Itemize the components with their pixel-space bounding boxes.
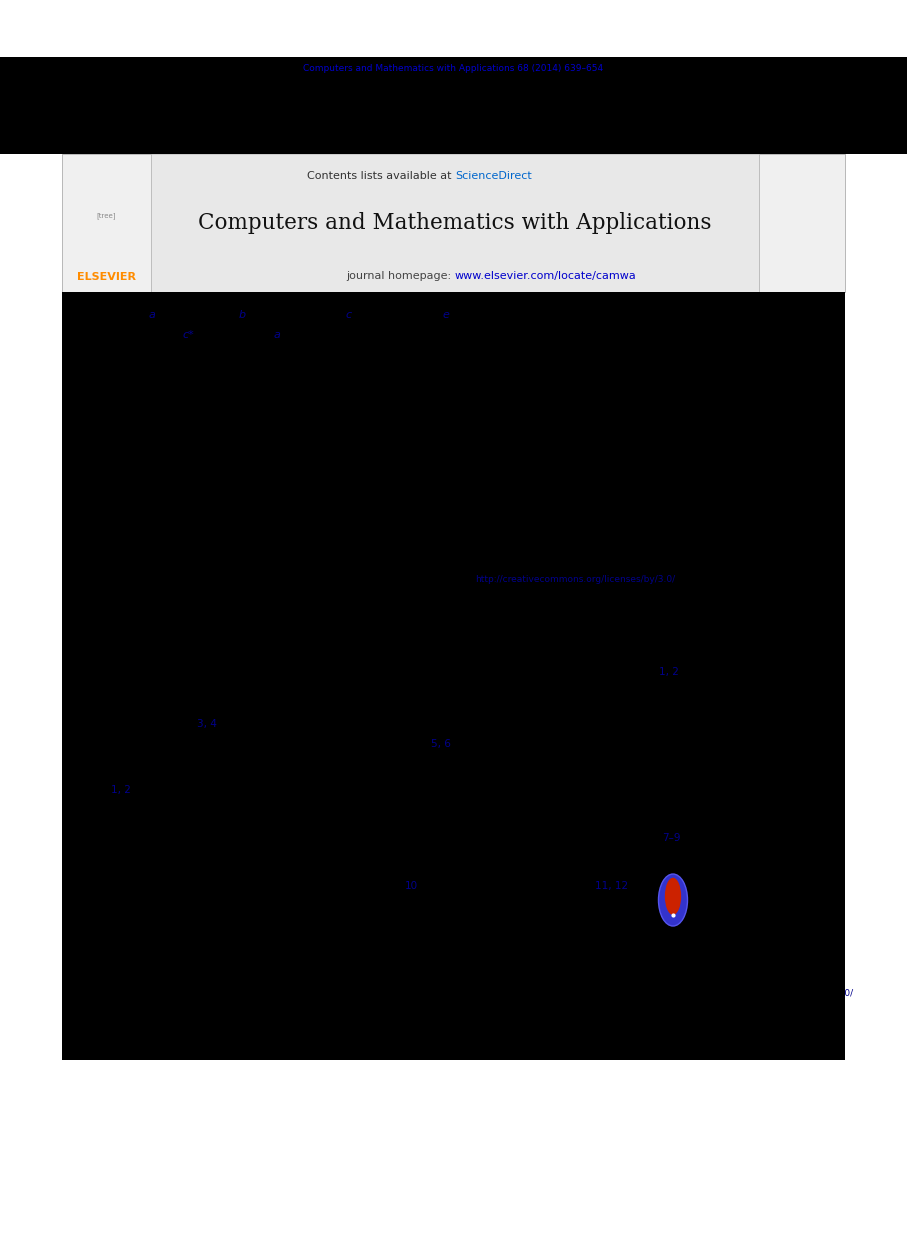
Text: http://creativecommons.org/licenses/by/3.0/: http://creativecommons.org/licenses/by/3…: [475, 576, 676, 584]
Ellipse shape: [665, 878, 681, 915]
Text: G.Hrkac@exeter.ac.uk: G.Hrkac@exeter.ac.uk: [358, 952, 453, 961]
Text: [tree]: [tree]: [96, 213, 116, 219]
Text: C.Abert@math.tuwien.ac.at: C.Abert@math.tuwien.ac.at: [155, 952, 271, 961]
Ellipse shape: [658, 874, 688, 926]
Text: 11, 12: 11, 12: [595, 881, 628, 891]
Text: e: e: [443, 310, 450, 319]
Text: b: b: [239, 310, 246, 319]
Text: 3, 4: 3, 4: [197, 719, 217, 729]
Text: www.elsevier.com/locate/camwa: www.elsevier.com/locate/camwa: [455, 271, 637, 281]
Text: dirky.arena@exeter.ac.at: dirky.arena@exeter.ac.at: [288, 972, 393, 980]
Text: http://creativecommons.org/licenses/by/3.0/: http://creativecommons.org/licenses/by/3…: [653, 989, 853, 999]
Text: 1, 2: 1, 2: [659, 667, 679, 677]
Text: dirk.praetorius@tuwien.ac.at: dirk.praetorius@tuwien.ac.at: [531, 952, 652, 961]
Text: a: a: [273, 331, 280, 340]
Text: 5, 6: 5, 6: [431, 739, 451, 749]
Text: Florian.Bruckner@tuwien.ac.at: Florian.Bruckner@tuwien.ac.at: [74, 972, 204, 980]
Text: Contents lists available at: Contents lists available at: [307, 171, 455, 181]
Text: journal homepage:: journal homepage:: [346, 271, 455, 281]
Text: ELSEVIER: ELSEVIER: [76, 272, 136, 282]
Bar: [0, 57, 907, 79]
Bar: [759, 154, 845, 292]
Text: http://dx.doi.org/10.1016/j.camwa.2014.07.016: http://dx.doi.org/10.1016/j.camwa.2014.0…: [74, 989, 288, 999]
Text: a: a: [149, 310, 156, 319]
Text: ScienceDirect: ScienceDirect: [455, 171, 532, 181]
Text: 2016: 2016: [74, 1008, 95, 1016]
Text: 7–9: 7–9: [662, 833, 680, 843]
Text: c: c: [346, 310, 351, 319]
Text: Computers and Mathematics with Applications 68 (2014) 639–654: Computers and Mathematics with Applicati…: [304, 63, 603, 73]
Text: Computers and Mathematics with Applications: Computers and Mathematics with Applicati…: [198, 212, 712, 234]
Bar: [62, 154, 151, 292]
Bar: [0, 79, 907, 154]
Text: c*: c*: [183, 331, 194, 340]
Bar: [62, 292, 845, 1060]
Bar: [62, 154, 845, 292]
Text: 1, 2: 1, 2: [111, 785, 131, 795]
Text: 10: 10: [405, 881, 418, 891]
